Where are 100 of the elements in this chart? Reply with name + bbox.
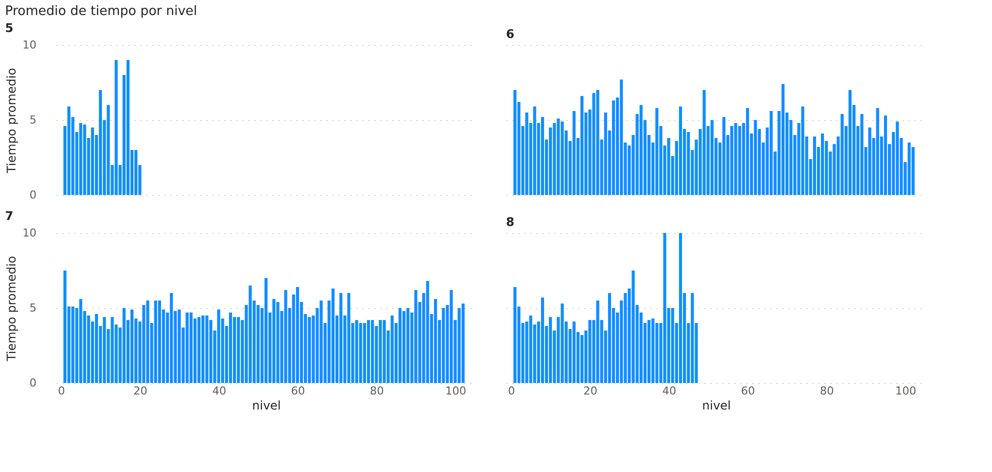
bar (663, 233, 666, 383)
bar (170, 293, 173, 383)
bar (398, 308, 402, 383)
bar (296, 287, 300, 383)
bar (655, 108, 658, 195)
chart-title: 7 (5, 209, 14, 223)
x-axis-title: nivel (252, 398, 281, 412)
x-tick-label: 100 (895, 384, 916, 398)
bar (632, 270, 635, 383)
bar (126, 60, 130, 195)
bar (671, 308, 674, 383)
bar (308, 317, 311, 383)
bar (754, 120, 757, 195)
bar (67, 106, 70, 195)
bar (702, 90, 706, 195)
bar (580, 96, 584, 195)
bar (217, 310, 220, 383)
bar (402, 311, 406, 383)
bar (896, 122, 899, 195)
bar (513, 287, 516, 383)
bar (378, 320, 382, 383)
bar (596, 90, 600, 195)
bar (860, 114, 864, 195)
bar (840, 114, 844, 195)
bar (450, 290, 453, 383)
bar (363, 323, 366, 383)
bar (679, 106, 682, 195)
bar (734, 123, 738, 195)
bar (130, 310, 134, 383)
y-tick-label: 5 (30, 302, 36, 314)
bar (560, 304, 564, 383)
y-tick-label: 10 (22, 38, 36, 52)
bar (588, 320, 592, 383)
bar (122, 308, 126, 383)
bar (533, 106, 536, 195)
x-tick-label: 100 (445, 384, 466, 398)
x-axis-title: nivel (702, 398, 731, 412)
bar (612, 100, 616, 195)
bar (79, 299, 82, 383)
bar (640, 105, 643, 195)
bar (201, 316, 204, 383)
chart-title: 5 (5, 21, 14, 35)
bar (178, 310, 181, 383)
bar (608, 293, 612, 383)
bar (513, 90, 516, 195)
bar (848, 90, 852, 195)
bar (710, 120, 714, 195)
x-tick-label: 60 (291, 384, 306, 398)
bar (876, 108, 880, 195)
bar (730, 126, 734, 195)
y-axis-title: Tiempo promedio (4, 256, 19, 362)
bar (134, 150, 138, 195)
bar (248, 286, 252, 383)
bar (738, 126, 742, 195)
bar (651, 318, 654, 383)
bar (110, 317, 114, 383)
bar (197, 317, 200, 383)
bar (146, 300, 150, 383)
bar (406, 308, 410, 383)
text: Promedio de tiempo por nivel (5, 4, 198, 19)
bar (359, 323, 362, 383)
chart-title: 6 (506, 27, 514, 41)
y-tick-label: 10 (22, 226, 36, 240)
bar (414, 290, 418, 383)
bar (596, 300, 600, 383)
bar (205, 316, 208, 383)
bar (94, 314, 98, 383)
bar (690, 293, 694, 383)
bar (320, 300, 323, 383)
bar (746, 108, 750, 195)
bar (272, 299, 276, 383)
bar (529, 316, 532, 383)
bar (868, 128, 872, 195)
bar (355, 320, 358, 383)
bar (98, 90, 102, 195)
x-tick-label: 40 (212, 384, 226, 398)
bar (647, 320, 650, 383)
x-tick-label: 80 (820, 384, 834, 398)
bar (572, 322, 576, 383)
bar (154, 300, 158, 383)
x-tick-label: 80 (370, 384, 384, 398)
bar (813, 136, 816, 195)
bar (604, 112, 608, 195)
y-tick-label: 5 (30, 114, 36, 126)
bar (332, 288, 335, 383)
bar (366, 320, 370, 383)
bar (71, 306, 74, 383)
bar (186, 312, 189, 383)
bar (592, 93, 596, 195)
bar (382, 320, 386, 383)
bar (782, 84, 785, 195)
bar (347, 293, 350, 383)
bar (102, 317, 106, 383)
bar (91, 128, 94, 195)
bar (620, 80, 623, 195)
bar (434, 299, 438, 383)
bar (79, 123, 82, 195)
bar (884, 116, 888, 195)
bar (106, 105, 110, 195)
x-tick-label: 0 (508, 384, 515, 398)
